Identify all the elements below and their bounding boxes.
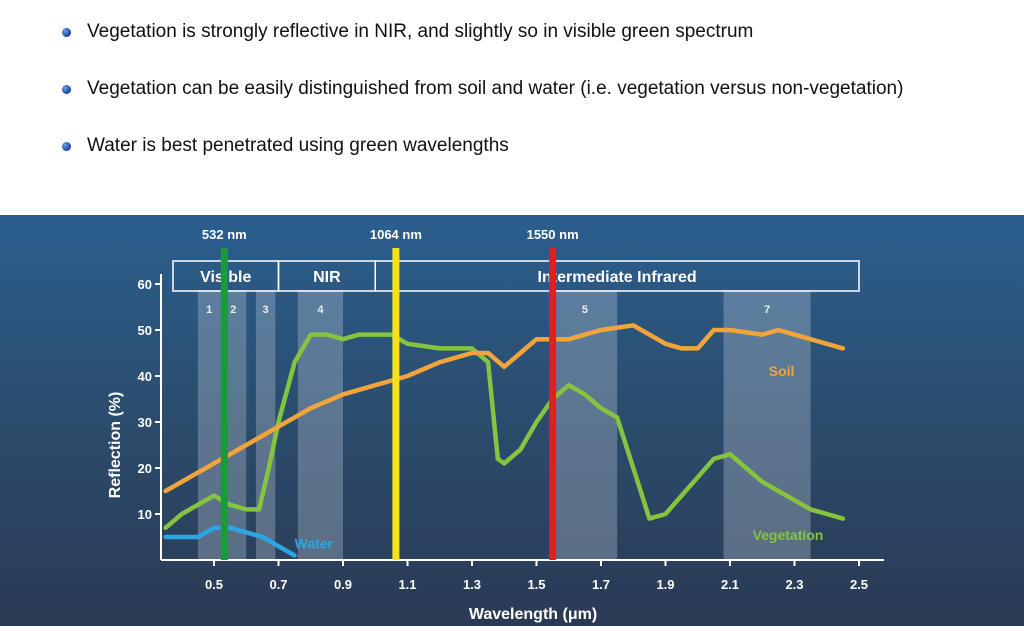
x-tick-label: 2.5 (850, 577, 868, 592)
band-4 (297, 290, 343, 560)
band-1 (197, 290, 221, 560)
bullet-text: Vegetation can be easily distinguished f… (87, 78, 904, 99)
bullet-dot-icon (62, 84, 71, 94)
y-tick-label: 30 (138, 415, 152, 430)
y-tick-label: 50 (138, 323, 152, 338)
region-intermediate-infrared (374, 260, 860, 292)
x-tick-label: 2.3 (785, 577, 803, 592)
x-tick-label: 0.5 (205, 577, 223, 592)
laser-label: 1064 nm (370, 227, 422, 242)
band-label: 2 (230, 304, 236, 316)
x-tick-label: 1.5 (527, 577, 545, 592)
band-3 (255, 290, 276, 560)
y-tick-label: 60 (138, 277, 152, 292)
bullet-list: Vegetation is strongly reflective in NIR… (0, 0, 1024, 215)
band-label: 5 (582, 304, 588, 316)
y-tick-label: 20 (138, 461, 152, 476)
series-water (163, 525, 297, 558)
region-label: NIR (313, 269, 341, 286)
chart-background (0, 215, 1024, 626)
x-tick-label: 2.1 (721, 577, 739, 592)
band-label: 1 (206, 304, 212, 316)
x-tick-label: 1.3 (463, 577, 481, 592)
bullet-item: Vegetation can be easily distinguished f… (62, 78, 903, 100)
x-tick-label: 0.9 (334, 577, 352, 592)
series-label-vegetation: Vegetation (753, 527, 824, 543)
series-label-water: Water (295, 536, 334, 552)
y-tick-label: 40 (138, 369, 152, 384)
bullet-dot-icon (62, 141, 71, 151)
band-label: 3 (263, 304, 269, 316)
band-label: 7 (764, 304, 770, 316)
series-soil (163, 323, 846, 494)
region-label: Intermediate Infrared (538, 269, 697, 286)
bullet-item: Water is best penetrated using green wav… (62, 135, 509, 157)
x-axis-label: Wavelength (μm) (469, 606, 597, 623)
series-label-soil: Soil (769, 363, 795, 379)
x-tick-label: 1.7 (592, 577, 610, 592)
bullet-dot-icon (62, 27, 71, 37)
laser-label: 532 nm (202, 227, 247, 242)
x-tick-label: 1.9 (656, 577, 674, 592)
y-tick-label: 10 (138, 507, 152, 522)
x-tick-label: 0.7 (269, 577, 287, 592)
bullet-item: Vegetation is strongly reflective in NIR… (62, 21, 753, 43)
y-axis-label: Reflection (%) (107, 392, 124, 499)
laser-label: 1550 nm (527, 227, 579, 242)
band-label: 4 (317, 304, 324, 316)
x-tick-label: 1.1 (398, 577, 416, 592)
series-vegetation (163, 332, 846, 531)
bullet-text: Water is best penetrated using green wav… (87, 135, 509, 156)
bullet-text: Vegetation is strongly reflective in NIR… (87, 21, 754, 42)
